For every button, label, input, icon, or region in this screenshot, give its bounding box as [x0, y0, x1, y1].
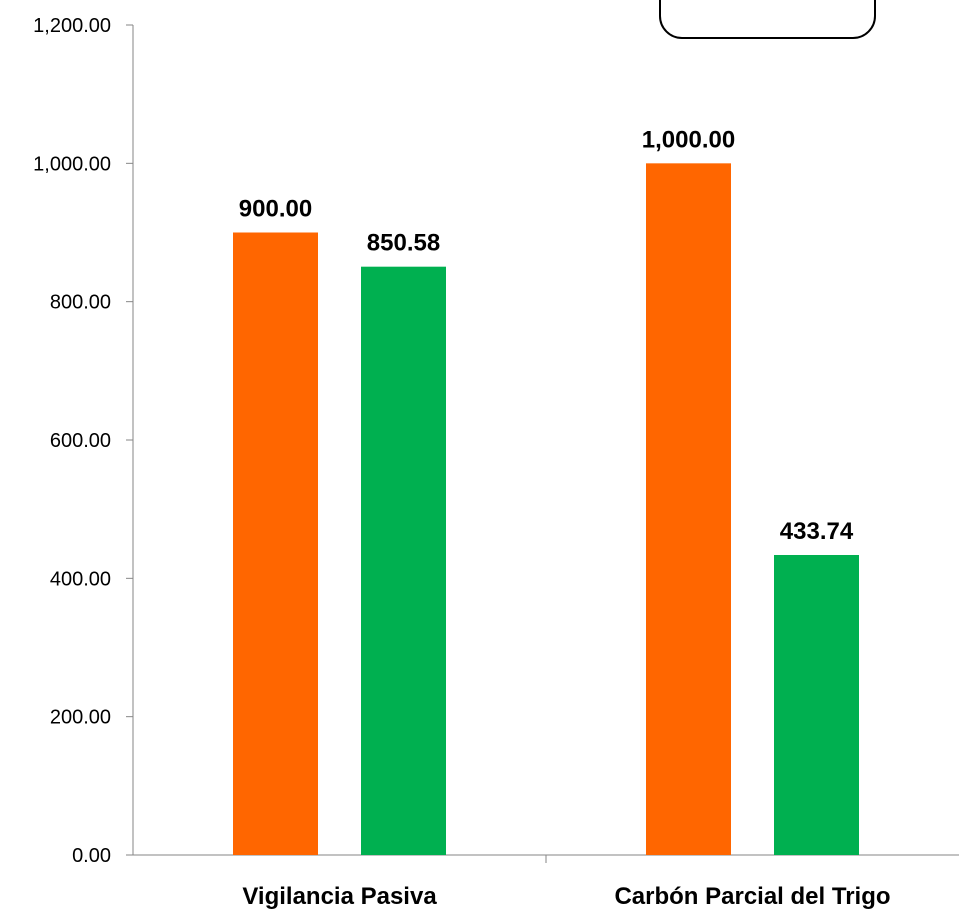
legend-box: [659, 0, 876, 39]
y-tick-label: 800.00: [50, 292, 111, 314]
y-tick-label: 600.00: [50, 430, 111, 452]
x-category-label: Carbón Parcial del Trigo: [614, 883, 890, 910]
bar: [774, 554, 859, 855]
chart-axes: 0.00 200.00 400.00 600.00 800.00 1,000.00 1,20…: [33, 15, 959, 910]
data-label: 900.00: [239, 196, 312, 223]
y-tick-label: 400.00: [50, 568, 111, 590]
y-tick-label: 1,200.00: [33, 15, 111, 37]
data-label: 1,000.00: [642, 126, 735, 153]
x-category-label: Vigilancia Pasiva: [242, 883, 437, 910]
legend-frame: [659, 0, 876, 39]
data-label: 850.58: [367, 230, 440, 257]
y-tick-label: 200.00: [50, 707, 111, 729]
data-label: 433.74: [780, 518, 854, 545]
bar: [233, 232, 318, 855]
y-tick-label: 0.00: [72, 845, 111, 867]
bar: [646, 163, 731, 856]
bar-series: [233, 163, 859, 856]
data-labels: 900.00 850.58 1,000.00 433.74: [239, 126, 854, 545]
y-tick-label: 1,000.00: [33, 153, 111, 175]
bar: [361, 266, 446, 856]
